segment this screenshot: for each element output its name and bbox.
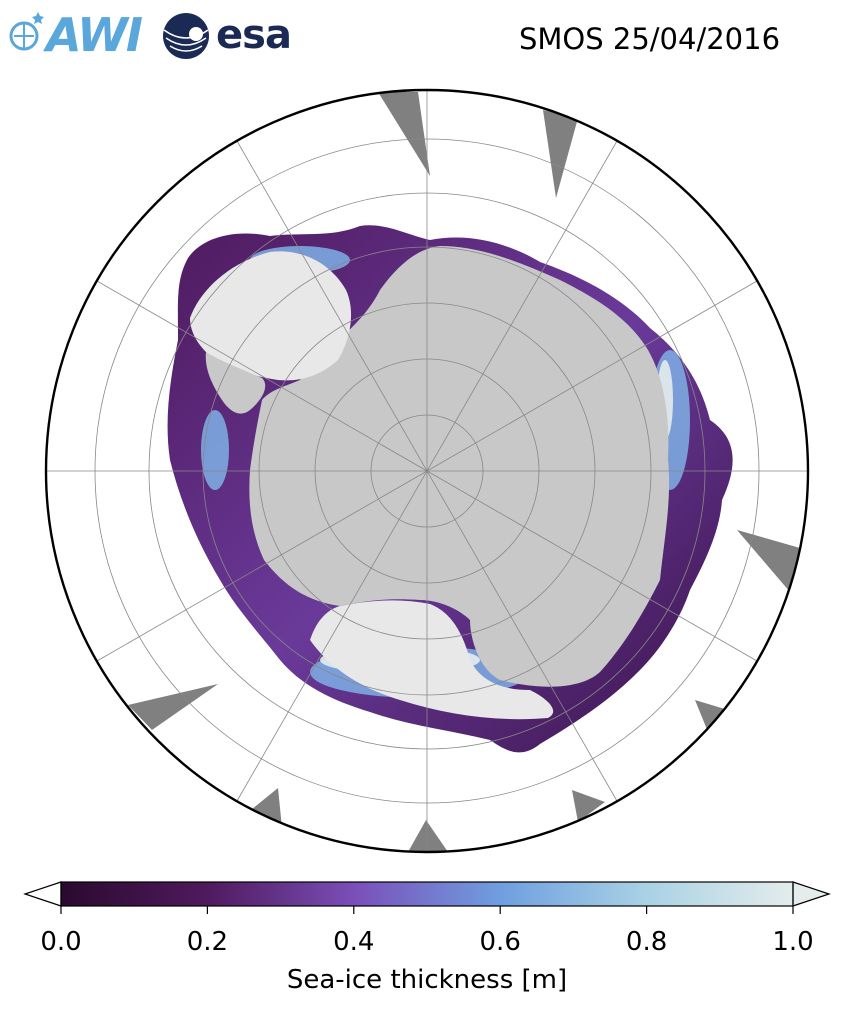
- colorbar-extend-max: [792, 881, 831, 907]
- colorbar-extend-min: [23, 881, 62, 907]
- peninsula-land: [205, 352, 266, 414]
- colorbar-ticks: 0.0 0.2 0.4 0.6 0.8 1.0: [40, 906, 814, 957]
- colorbar-tick-label: 0.4: [333, 927, 374, 957]
- map-boundary: [44, 88, 810, 854]
- colorbar-gradient: [61, 882, 793, 906]
- colorbar-tick-label: 0.6: [480, 927, 521, 957]
- esa-globe-icon: [163, 13, 209, 59]
- colorbar-label: Sea-ice thickness [m]: [286, 965, 568, 995]
- awi-globe-icon: [9, 12, 44, 51]
- antarctica-land: [249, 246, 670, 687]
- esa-logo: esa: [216, 12, 292, 58]
- graticule: [46, 90, 808, 852]
- colorbar-tick-label: 0.8: [626, 927, 667, 957]
- awi-logo: AWI: [46, 8, 143, 62]
- map-title: SMOS 25/04/2016: [519, 22, 781, 56]
- antarctic-peninsula-ice-shelf: [190, 251, 352, 381]
- colorbar-tick-label: 0.0: [40, 927, 81, 957]
- colorbar-tick-label: 0.2: [187, 927, 228, 957]
- ross-ice-shelf: [310, 600, 554, 720]
- logo-bar: AWI esa: [6, 6, 306, 66]
- colorbar-frame: [60, 881, 794, 907]
- polar-map: [44, 88, 810, 854]
- colorbar-tick-label: 1.0: [772, 927, 813, 957]
- no-data-wedges: [128, 92, 800, 852]
